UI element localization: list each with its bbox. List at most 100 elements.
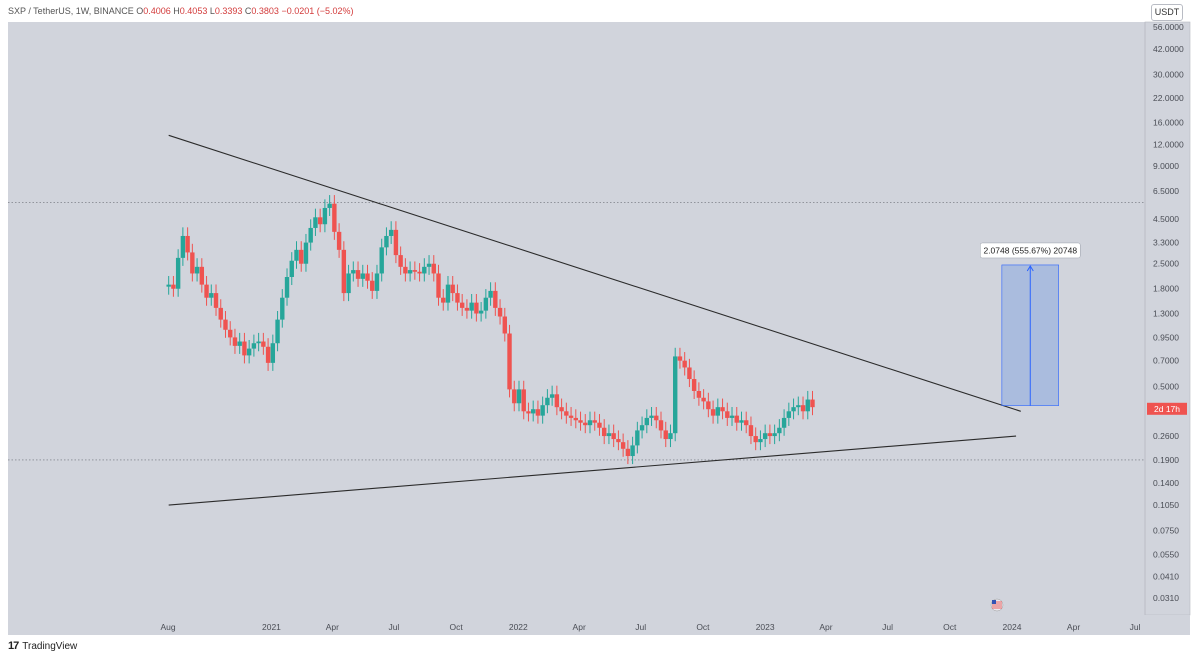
candle-body (725, 411, 730, 418)
candle-body (289, 260, 294, 278)
measure-label: 2.0748 (555.67%) 20748 (983, 245, 1077, 255)
measure-label-box (980, 242, 1081, 259)
candle-body (673, 356, 678, 434)
candle-body (720, 407, 725, 412)
candle-body (341, 249, 347, 294)
candle-body (455, 293, 460, 303)
currency-button[interactable]: USDT (1151, 4, 1183, 21)
candle-body (384, 235, 389, 248)
candle-body (786, 411, 792, 418)
candle-body (507, 333, 512, 390)
candle-body (398, 255, 403, 267)
candle-body (583, 422, 588, 426)
x-tick-label: Apr (326, 622, 339, 632)
us-flag-icon-canton (992, 600, 996, 604)
candle-body (781, 417, 787, 428)
candle-body (592, 420, 597, 423)
candle-body (374, 273, 380, 291)
candle-body (308, 227, 313, 243)
candle-body (767, 433, 773, 437)
candle-body (422, 266, 427, 274)
candle-body (639, 425, 645, 431)
x-tick-label: Jul (388, 622, 399, 632)
candle-body (635, 430, 640, 446)
candle-body (502, 316, 507, 334)
candle-body (554, 394, 560, 408)
y-tick-label: 30.0000 (1153, 70, 1184, 80)
x-tick-label: Oct (449, 622, 463, 632)
candle-body (232, 337, 238, 346)
upper-trendline (168, 134, 1021, 412)
change-value: −0.0201 (−5.02%) (281, 6, 354, 16)
y-tick-label: 12.0000 (1153, 139, 1184, 149)
candle-body (654, 415, 659, 421)
candle-body (620, 442, 626, 449)
candle-body (436, 273, 441, 298)
candle-body (469, 302, 474, 311)
x-tick-label: Apr (573, 622, 586, 632)
candle-body (280, 297, 285, 320)
x-tick-label: Jul (1130, 622, 1141, 632)
candle-body (791, 407, 796, 412)
candle-body (209, 293, 214, 298)
tradingview-brand: TradingView (22, 640, 78, 652)
candle-body (313, 217, 318, 228)
candle-body (199, 266, 205, 285)
candle-body (526, 411, 531, 414)
candle-body (663, 430, 668, 440)
candle-body (606, 433, 612, 437)
x-tick-label: Oct (943, 622, 957, 632)
candle-body (682, 360, 687, 368)
candle-body (194, 266, 200, 274)
time-axis (8, 615, 1190, 635)
candle-body (800, 405, 806, 412)
candle-body (549, 394, 555, 398)
candle-body (611, 433, 616, 440)
y-tick-label: 0.9500 (1153, 332, 1179, 342)
candle-body (204, 284, 209, 298)
low-value: 0.3393 (214, 6, 243, 16)
candle-body (346, 273, 351, 294)
candle-body (431, 263, 436, 274)
candle-body (483, 297, 489, 311)
candle-body (275, 319, 280, 344)
y-tick-label: 0.5000 (1153, 381, 1179, 391)
y-tick-label: 0.0750 (1153, 526, 1179, 536)
candle-body (677, 356, 683, 361)
candle-body (777, 427, 782, 434)
candle-body (218, 307, 223, 320)
y-tick-label: 0.7000 (1153, 356, 1179, 366)
candle-body (516, 389, 522, 404)
x-tick-label: 2021 (262, 622, 281, 632)
candle-body (388, 229, 394, 236)
candle-body (644, 417, 650, 426)
candle-body (691, 379, 697, 391)
candle-body (521, 389, 526, 412)
candle-body (630, 445, 635, 457)
candle-body (464, 307, 470, 311)
candle-body (190, 252, 195, 274)
candle-body (478, 310, 484, 314)
candle-body (355, 270, 361, 279)
x-tick-label: Aug (160, 622, 175, 632)
y-tick-label: 0.2600 (1153, 431, 1179, 441)
candle-body (327, 203, 332, 208)
candle-body (332, 203, 337, 232)
y-tick-label: 0.0310 (1153, 593, 1179, 603)
candle-body (441, 297, 446, 303)
x-tick-label: 2024 (1003, 622, 1022, 632)
candle-body (474, 302, 479, 314)
symbol-label[interactable]: SXP / TetherUS, 1W, BINANCE (8, 6, 134, 16)
candle-body (602, 427, 607, 437)
x-tick-label: Apr (1067, 622, 1080, 632)
x-tick-label: 2023 (756, 622, 775, 632)
candle-body (426, 263, 432, 267)
candle-body (512, 389, 517, 404)
candle-body (497, 307, 503, 317)
candle-body (493, 290, 498, 308)
x-tick-label: Jul (882, 622, 893, 632)
candle-body (696, 390, 702, 398)
candle-body (668, 433, 673, 440)
